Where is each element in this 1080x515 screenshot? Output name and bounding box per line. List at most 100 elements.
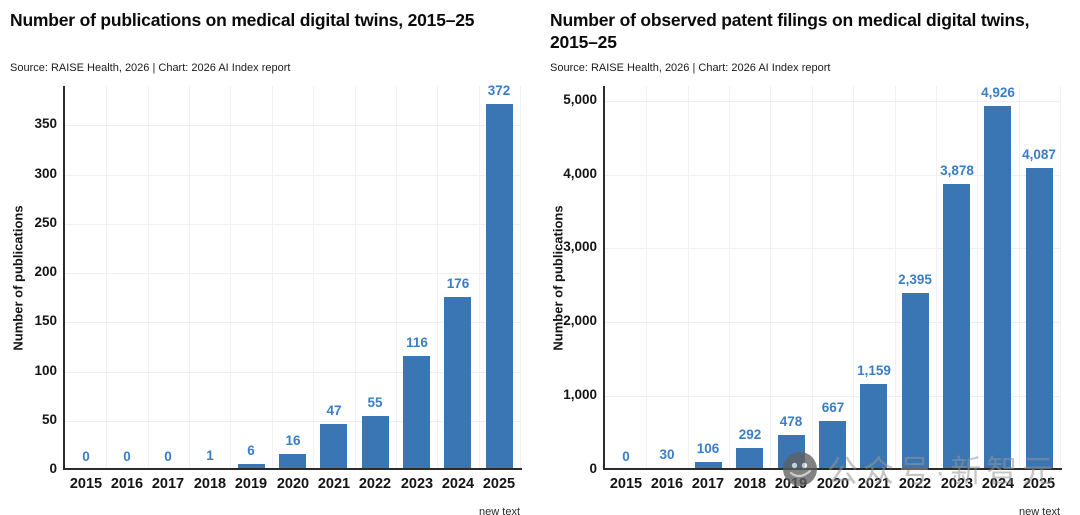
- bar: [943, 184, 970, 470]
- gridline-vertical: [189, 86, 190, 470]
- gridline-vertical: [936, 86, 937, 470]
- x-tick-label: 2020: [276, 476, 310, 492]
- chart-title: Number of publications on medical digita…: [10, 10, 475, 30]
- patent-filings-chart: Number of observed patent filings on med…: [540, 0, 1080, 515]
- bar-value-label: 1,159: [857, 363, 891, 378]
- bar: [984, 106, 1011, 470]
- chart-source: Source: RAISE Health, 2026 | Chart: 2026…: [10, 62, 291, 74]
- y-axis-line: [603, 86, 605, 470]
- publications-chart: Number of publications on medical digita…: [10, 10, 522, 515]
- gridline-horizontal: [65, 174, 520, 176]
- bar: [736, 448, 763, 470]
- bar-value-label: 2,395: [898, 272, 932, 287]
- x-tick-label: 2021: [857, 476, 891, 492]
- gridline-vertical: [396, 86, 397, 470]
- y-tick-label: 200: [34, 264, 57, 280]
- x-tick-label: 2020: [816, 476, 850, 492]
- x-tick-label: 2015: [69, 476, 103, 492]
- y-tick-label: 50: [41, 411, 57, 427]
- gridline-vertical: [1060, 86, 1061, 470]
- bar-value-label: 176: [446, 276, 470, 291]
- gridline-vertical: [688, 86, 689, 470]
- x-tick-label: 2023: [400, 476, 434, 492]
- x-tick-label: 2019: [774, 476, 808, 492]
- gridline-vertical: [770, 86, 771, 470]
- bar-value-label: 106: [696, 441, 720, 456]
- bar-value-label: 0: [164, 449, 172, 464]
- gridline-vertical: [148, 86, 149, 470]
- x-tick-label: 2015: [609, 476, 643, 492]
- x-tick-label: 2024: [441, 476, 475, 492]
- y-tick-label: 100: [34, 362, 57, 378]
- chart-title: Number of observed patent filings on med…: [550, 10, 1030, 52]
- bar-value-label: 0: [123, 449, 131, 464]
- bar: [362, 416, 389, 470]
- gridline-vertical: [895, 86, 896, 470]
- x-tick-label: 2017: [151, 476, 185, 492]
- x-tick-label: 2024: [981, 476, 1015, 492]
- x-tick-label: 2022: [898, 476, 932, 492]
- y-axis-label: Number of publications: [550, 205, 566, 351]
- bar: [279, 454, 306, 470]
- gridline-horizontal: [65, 273, 520, 275]
- y-tick-label: 250: [34, 214, 57, 230]
- gridline-vertical: [355, 86, 356, 470]
- y-tick-label: 150: [34, 313, 57, 329]
- bar-value-label: 30: [659, 447, 675, 462]
- gridline-horizontal: [605, 100, 1060, 102]
- x-tick-label: 2025: [1022, 476, 1056, 492]
- gridline-horizontal: [605, 396, 1060, 398]
- gridline-vertical: [106, 86, 107, 470]
- bar-value-label: 292: [738, 427, 762, 442]
- bar-value-label: 55: [367, 395, 383, 410]
- bar-value-label: 1: [206, 448, 214, 463]
- gridline-horizontal: [65, 371, 520, 373]
- y-tick-label: 5,000: [563, 91, 597, 107]
- gridline-vertical: [230, 86, 231, 470]
- x-tick-label: 2021: [317, 476, 351, 492]
- gridline-horizontal: [605, 248, 1060, 250]
- bar-value-label: 478: [779, 414, 803, 429]
- x-tick-label: 2019: [234, 476, 268, 492]
- plot-area: 0 50 100 150 200 250 300 350 0 2015 0 2016 0 2017 1 201…: [34, 83, 522, 492]
- bar-value-label: 3,878: [940, 163, 974, 178]
- gridline-horizontal: [65, 125, 520, 127]
- y-tick-label: 1,000: [563, 387, 597, 403]
- x-tick-label: 2016: [650, 476, 684, 492]
- x-tick-label: 2018: [733, 476, 767, 492]
- bar-value-label: 4,087: [1022, 147, 1056, 162]
- y-tick-label: 0: [49, 461, 57, 476]
- chart-source: Source: RAISE Health, 2026 | Chart: 2026…: [550, 62, 831, 74]
- gridline-horizontal: [65, 223, 520, 225]
- gridline-vertical: [272, 86, 273, 470]
- bar: [403, 356, 430, 470]
- bar: [902, 293, 929, 470]
- x-axis-line: [603, 468, 1062, 470]
- y-tick-label: 2,000: [563, 313, 597, 329]
- bar: [320, 424, 347, 470]
- bar-value-label: 0: [622, 449, 630, 464]
- y-tick-label: 4,000: [563, 165, 597, 181]
- x-tick-label: 2023: [940, 476, 974, 492]
- y-tick-label: 300: [34, 165, 57, 181]
- bar: [1026, 168, 1053, 470]
- bar-value-label: 4,926: [981, 85, 1015, 100]
- gridline-vertical: [646, 86, 647, 470]
- gridline-vertical: [1019, 86, 1020, 470]
- gridline-horizontal: [605, 322, 1060, 324]
- gridline-vertical: [479, 86, 480, 470]
- bar-value-label: 667: [821, 400, 845, 415]
- gridline-horizontal: [65, 420, 520, 422]
- bar-value-label: 116: [406, 335, 428, 350]
- gridline-horizontal: [605, 174, 1060, 176]
- footnote-new-text: new text: [479, 506, 520, 515]
- gridline-vertical: [520, 86, 521, 470]
- bar-value-label: 16: [285, 433, 301, 448]
- bar: [444, 297, 471, 470]
- gridline-vertical: [437, 86, 438, 470]
- x-tick-label: 2018: [193, 476, 227, 492]
- bar: [695, 462, 722, 470]
- x-tick-label: 2025: [482, 476, 516, 492]
- gridline-vertical: [729, 86, 730, 470]
